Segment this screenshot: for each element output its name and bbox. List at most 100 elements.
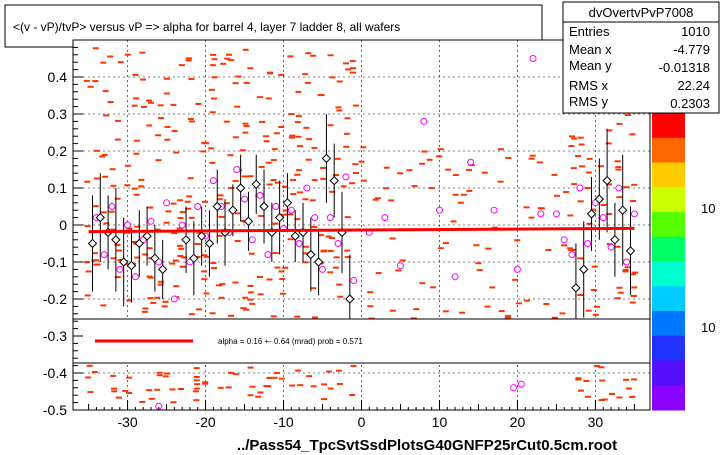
data-point-circle xyxy=(241,195,249,203)
stats-label-entries: Entries xyxy=(569,24,610,39)
data-point-diamond xyxy=(571,283,581,293)
palette-cell xyxy=(652,311,685,337)
histogram-dashes xyxy=(83,47,640,404)
data-point-circle xyxy=(615,184,623,192)
data-point-diamond xyxy=(579,264,589,275)
footer-filename: ../Pass54_TpcSvtSsdPlotsG40GNFP25rCut0.5… xyxy=(237,437,617,454)
x-tick-label: 10 xyxy=(432,414,448,430)
data-point-diamond xyxy=(95,212,105,223)
x-tick-label: 30 xyxy=(588,414,604,430)
data-point-circle xyxy=(513,265,521,273)
data-point-circle xyxy=(233,166,241,173)
data-point-circle xyxy=(420,117,428,125)
data-point-circle xyxy=(334,240,342,247)
x-tick-label: 20 xyxy=(510,414,526,430)
palette-cell xyxy=(652,335,685,361)
data-point-circle xyxy=(116,265,124,273)
data-point-circle xyxy=(256,191,264,199)
data-point-circle xyxy=(517,380,525,388)
stats-value-entries: 1010 xyxy=(681,24,710,39)
data-point-circle xyxy=(163,199,171,207)
data-point-circle xyxy=(209,177,217,185)
data-point-circle xyxy=(248,236,256,244)
data-point-circle xyxy=(607,243,615,251)
y-tick-label: 0.1 xyxy=(48,180,68,196)
data-point-circle xyxy=(568,251,576,259)
data-point-diamond xyxy=(126,260,137,271)
data-point-diamond xyxy=(345,294,355,304)
data-point-circle xyxy=(560,236,568,244)
data-point-diamond xyxy=(189,253,199,264)
data-point-circle xyxy=(467,158,475,166)
fit-line xyxy=(88,226,635,234)
data-point-circle xyxy=(170,295,178,303)
data-point-circle xyxy=(131,273,139,281)
data-point-diamond xyxy=(228,205,238,215)
data-point-diamond xyxy=(235,183,246,193)
data-point-circle xyxy=(342,173,350,181)
data-point-diamond xyxy=(306,249,316,260)
data-point-diamond xyxy=(594,194,605,204)
palette-cell xyxy=(652,187,685,213)
x-tick-label: -20 xyxy=(195,414,215,430)
data-point-circle xyxy=(630,210,638,218)
data-point-circle xyxy=(529,55,537,62)
palette-cell xyxy=(652,236,685,262)
data-point-diamond xyxy=(150,253,160,264)
y-tick-label: 0.4 xyxy=(48,69,68,85)
data-point-circle xyxy=(623,258,631,266)
data-point-diamond xyxy=(142,231,152,241)
data-point-circle xyxy=(381,214,389,222)
stats-label-rms-y: RMS y xyxy=(569,94,609,109)
data-point-diamond xyxy=(329,175,339,186)
data-point-circle xyxy=(287,206,295,214)
data-point-circle xyxy=(100,251,108,259)
data-point-diamond xyxy=(157,264,168,275)
data-point-circle xyxy=(295,240,303,247)
axes: -30 -20 -10 0 10 20 30 -0.5 -0.4 -0.3 -0.2 -0.1 0 0.1… xyxy=(43,39,650,430)
x-tick-label: -30 xyxy=(117,414,137,430)
x-tick-label: -10 xyxy=(273,414,293,430)
data-point-diamond xyxy=(181,235,191,245)
data-point-circle xyxy=(490,206,498,214)
data-point-diamond xyxy=(251,179,261,190)
stats-value-mean-y: -0.01318 xyxy=(659,60,710,75)
data-point-circle xyxy=(350,277,358,284)
data-point-circle xyxy=(552,210,560,218)
y-tick-label: -0.2 xyxy=(43,291,67,307)
data-point-diamond xyxy=(586,209,597,219)
x-tick-label: 0 xyxy=(358,414,366,430)
data-point-circle xyxy=(584,240,592,247)
data-point-diamond xyxy=(204,238,215,249)
data-point-circle xyxy=(435,206,443,214)
palette-label-upper: 10 xyxy=(701,201,715,216)
stats-name: dvOvertvPvP7008 xyxy=(589,5,694,20)
y-tick-label: -0.5 xyxy=(43,402,67,418)
data-point-circle xyxy=(326,214,334,222)
data-point-circle xyxy=(124,221,132,229)
data-point-diamond xyxy=(212,201,222,212)
data-point-circle xyxy=(264,251,272,259)
palette-cell xyxy=(652,286,685,312)
stats-label-mean-x: Mean x xyxy=(569,42,612,57)
palette-cell xyxy=(652,137,685,163)
data-point-diamond xyxy=(196,231,207,241)
y-tick-label: 0.2 xyxy=(48,143,68,159)
data-point-diamond xyxy=(282,198,293,208)
data-point-diamond xyxy=(243,216,254,227)
data-point-diamond xyxy=(259,201,269,212)
palette-cell xyxy=(652,113,685,139)
data-point-diamond xyxy=(118,257,129,267)
y-tick-label: -0.3 xyxy=(43,328,67,344)
y-tick-label: 0.3 xyxy=(48,106,68,122)
data-point-diamond xyxy=(313,257,324,267)
stats-box xyxy=(562,1,720,114)
data-point-circle xyxy=(303,184,311,192)
data-point-circle xyxy=(194,203,202,210)
data-point-circle xyxy=(178,221,186,229)
data-point-circle xyxy=(576,184,584,192)
chart-title: <(v - vP)/tvP> versus vP => alpha for ba… xyxy=(13,20,400,34)
palette-cell xyxy=(652,212,685,238)
data-point-diamond xyxy=(274,212,285,223)
